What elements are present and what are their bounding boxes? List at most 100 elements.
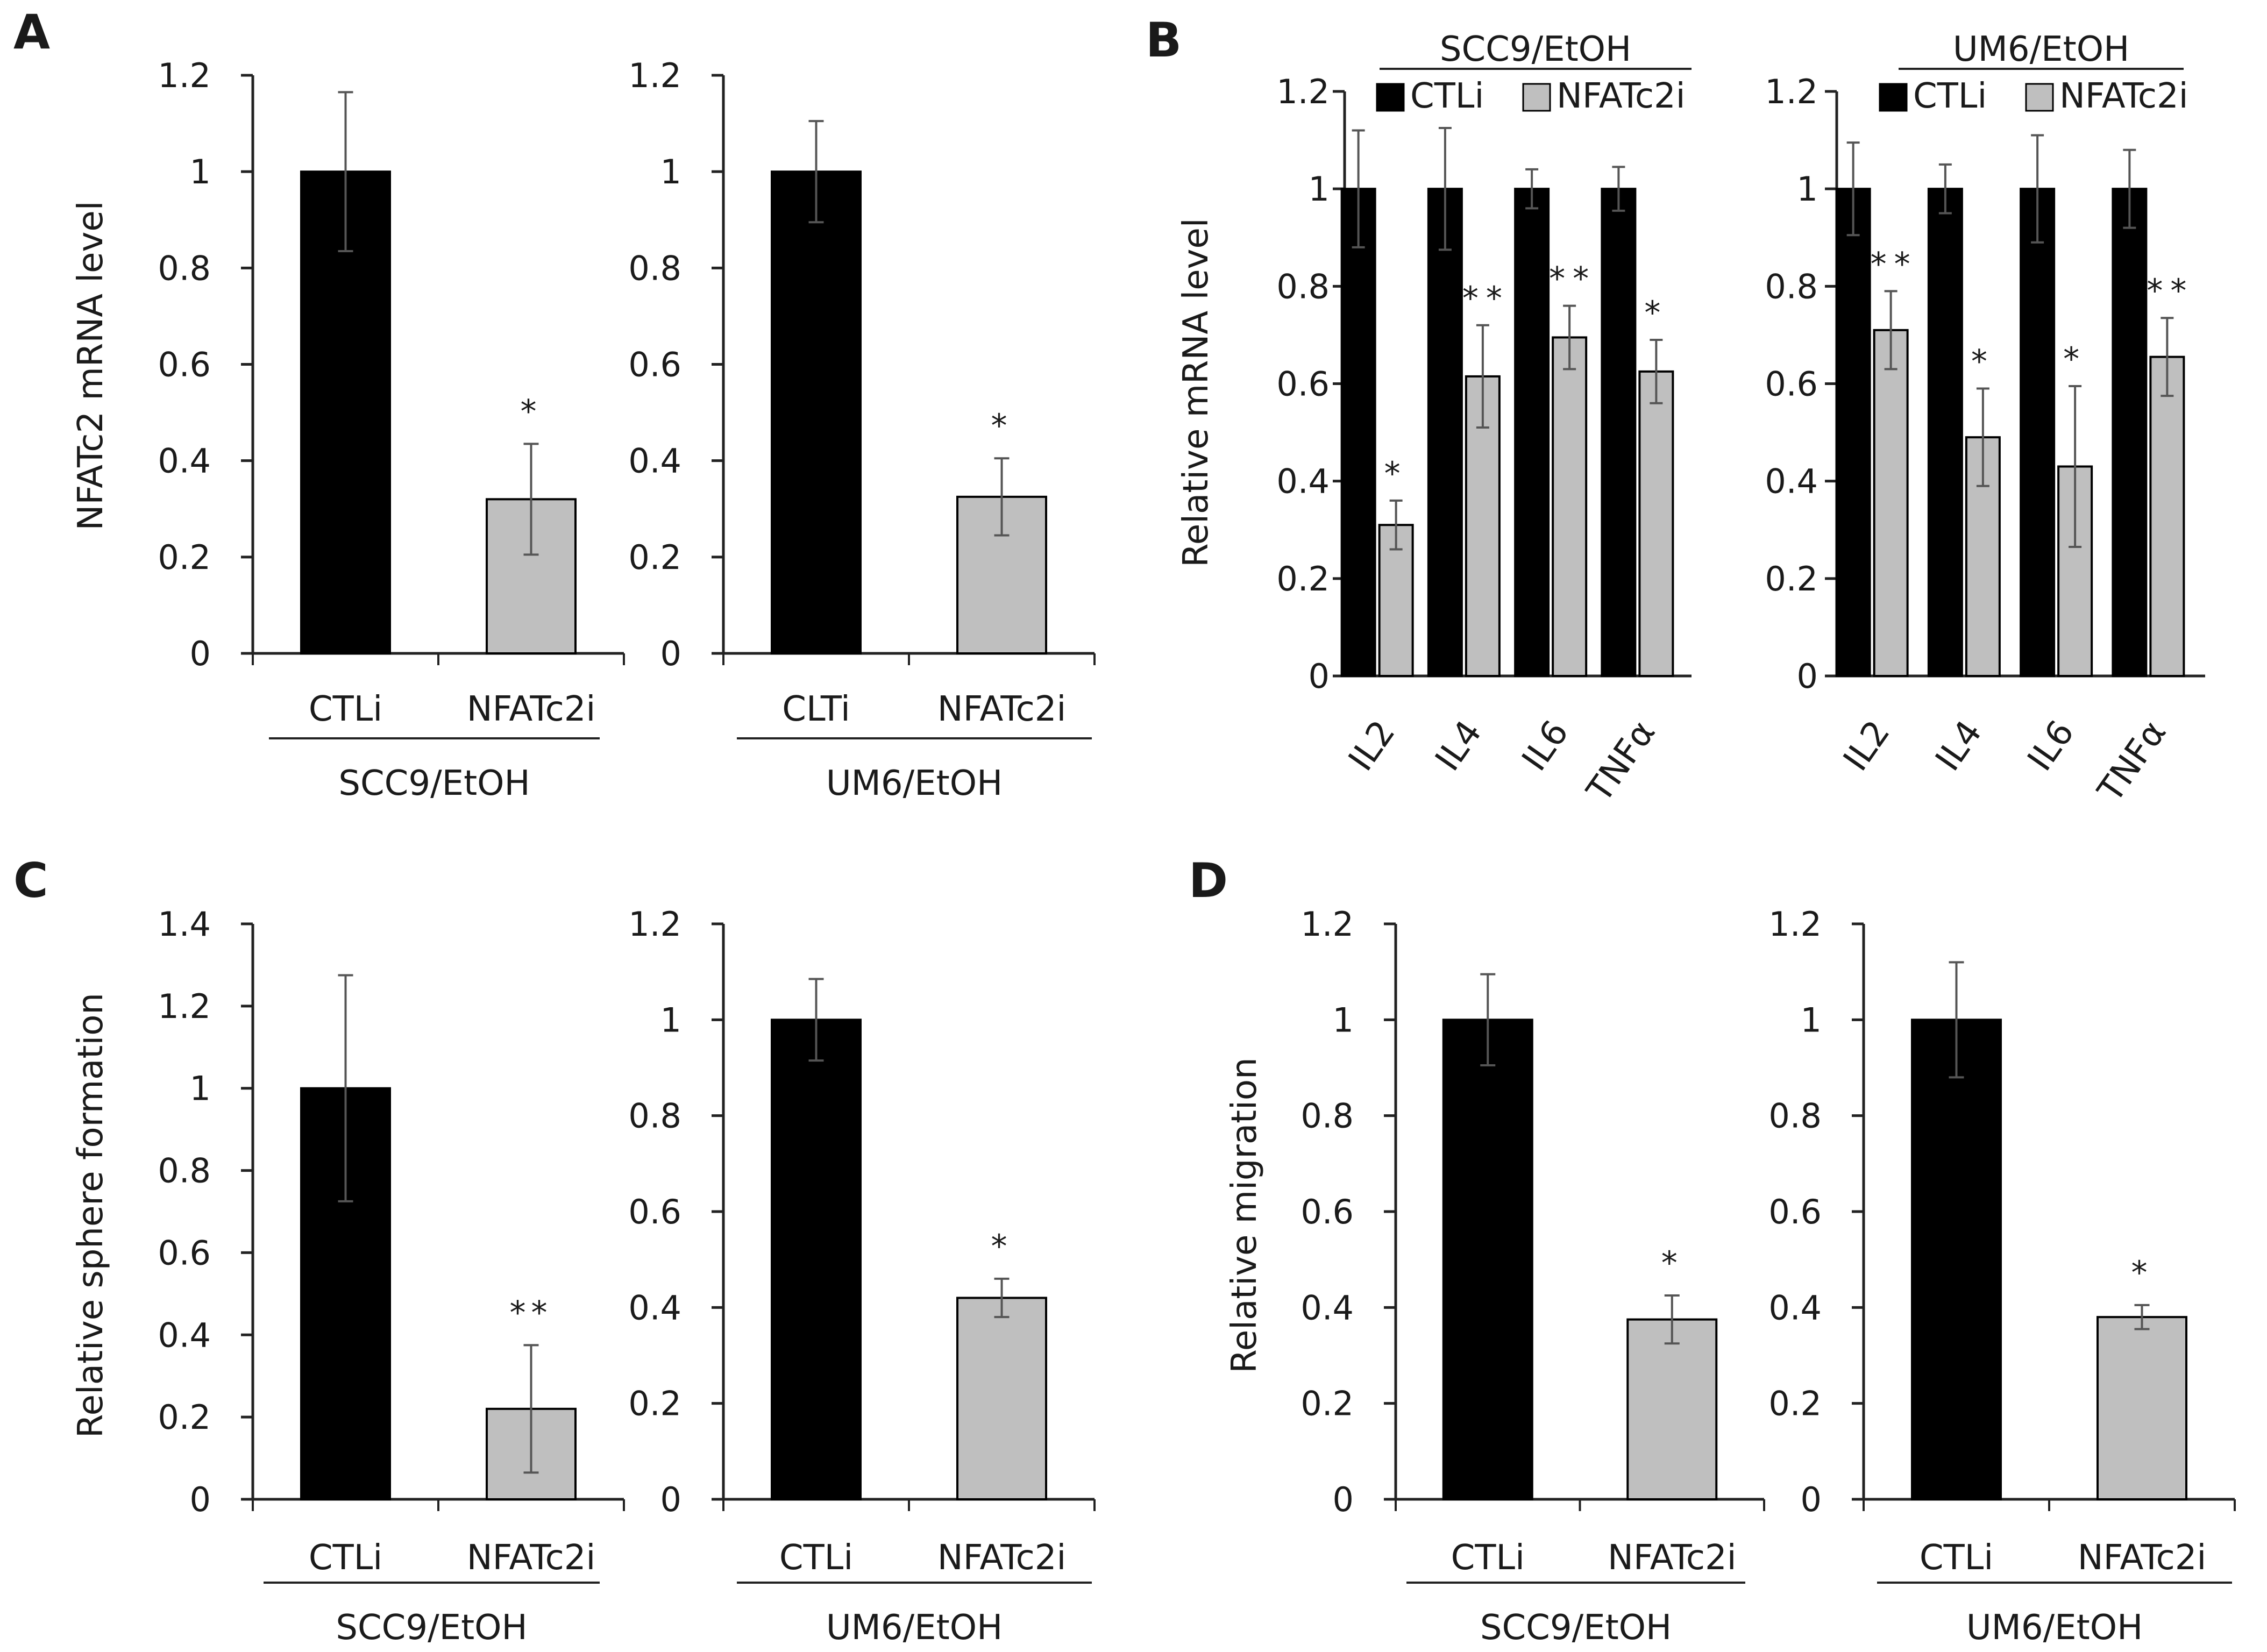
bar-ctli bbox=[771, 1019, 862, 1501]
y-tick-label: 0.6 bbox=[158, 1233, 211, 1272]
chart-panel-6: 0 0.2 0.4 0.6 0.8 1 1.2 CTLi * NFATc2i UM6/EtOH bbox=[628, 905, 1096, 1648]
y-tick-label: 1.2 bbox=[1300, 905, 1354, 944]
y-tick-label: 0.2 bbox=[158, 538, 211, 577]
y-axis-title: Relative mRNA level bbox=[1176, 218, 1216, 567]
significance-marker: * bbox=[991, 407, 1013, 445]
panel-label: A bbox=[13, 4, 50, 60]
category-label: NFATc2i bbox=[467, 1538, 596, 1578]
y-axis-title: Relative sphere formation bbox=[71, 993, 111, 1438]
significance-marker: ** bbox=[1871, 245, 1918, 283]
significance-marker: ** bbox=[1549, 260, 1596, 298]
panel-label: C bbox=[13, 853, 48, 908]
category-label: TNFα bbox=[1579, 714, 1663, 810]
legend-swatch-ctli bbox=[1879, 83, 1908, 112]
significance-marker: * bbox=[1971, 343, 1995, 381]
legend-label: NFATc2i bbox=[1557, 76, 1686, 116]
y-tick-label: 0.4 bbox=[628, 1288, 681, 1327]
category-label: NFATc2i bbox=[467, 689, 596, 729]
y-tick-label: 1.2 bbox=[1768, 905, 1822, 944]
category-label: IL6 bbox=[1515, 714, 1576, 778]
significance-marker: ** bbox=[2147, 272, 2194, 310]
y-tick-label: 0.6 bbox=[1276, 365, 1330, 404]
y-tick-label: 0.2 bbox=[628, 1384, 681, 1423]
y-tick-label: 0 bbox=[1309, 657, 1330, 696]
y-tick-label: 0.6 bbox=[158, 345, 211, 384]
y-tick-label: 0 bbox=[660, 634, 681, 673]
y-tick-label: 0.2 bbox=[1765, 559, 1818, 599]
category-label: CTLi bbox=[1920, 1538, 1993, 1578]
chart-panel-1: 0 0.2 0.4 0.6 0.8 1 1.2 A NFATc2 mRNA level CTLi *… bbox=[13, 4, 625, 803]
y-tick-label: 0.8 bbox=[628, 248, 681, 288]
group-label: SCC9/EtOH bbox=[336, 1608, 527, 1648]
y-tick-label: 0 bbox=[660, 1480, 681, 1519]
category-label: IL2 bbox=[1341, 714, 1403, 778]
category-label: NFATc2i bbox=[2078, 1538, 2207, 1578]
group-title: SCC9/EtOH bbox=[1440, 30, 1631, 69]
y-tick-label: 1 bbox=[1801, 1000, 1822, 1039]
bar-nfatc2i-tnfα bbox=[2149, 355, 2185, 677]
y-tick-label: 1.2 bbox=[628, 56, 681, 95]
y-tick-label: 0.4 bbox=[158, 1315, 211, 1355]
significance-marker: * bbox=[1644, 294, 1668, 332]
y-tick-label: 1 bbox=[660, 1000, 681, 1039]
y-axis-title: Relative migration bbox=[1225, 1057, 1264, 1373]
legend: CTLi NFATc2i bbox=[1376, 76, 1686, 116]
group-label: SCC9/EtOH bbox=[1480, 1608, 1672, 1648]
chart-panel-7: 0 0.2 0.4 0.6 0.8 1 1.2 D Relative migration CTLi… bbox=[1189, 853, 1765, 1648]
y-tick-label: 1.2 bbox=[158, 56, 211, 95]
group-label: UM6/EtOH bbox=[1966, 1608, 2143, 1648]
y-tick-label: 0.2 bbox=[1300, 1384, 1354, 1423]
legend-swatch-nfatc2i bbox=[1522, 83, 1551, 112]
bar-ctli-il4 bbox=[1927, 188, 1963, 677]
y-tick-label: 0.4 bbox=[1300, 1288, 1354, 1327]
significance-marker: * bbox=[521, 393, 542, 430]
bar-ctli bbox=[1911, 1019, 2002, 1501]
category-label: CTLi bbox=[779, 1538, 853, 1578]
y-tick-label: 1.2 bbox=[1276, 72, 1330, 111]
legend-swatch-nfatc2i bbox=[2025, 83, 2054, 112]
bar-nfatc2i-il2 bbox=[1873, 329, 1909, 677]
legend-label: CTLi bbox=[1410, 76, 1484, 116]
y-tick-label: 0.8 bbox=[1276, 267, 1330, 306]
category-label: IL2 bbox=[1836, 714, 1898, 778]
bar-nfatc2i bbox=[1626, 1318, 1718, 1500]
y-tick-label: 1 bbox=[1309, 169, 1330, 209]
y-tick-label: 1.2 bbox=[628, 905, 681, 944]
y-tick-label: 0 bbox=[1333, 1480, 1354, 1519]
category-label: CTLi bbox=[309, 689, 382, 729]
y-tick-label: 0.8 bbox=[1765, 267, 1818, 306]
bar-ctli bbox=[1442, 1019, 1533, 1501]
y-tick-label: 1 bbox=[1797, 169, 1818, 209]
panel-label: B bbox=[1146, 12, 1182, 68]
y-tick-label: 0 bbox=[190, 1480, 211, 1519]
y-tick-label: 1 bbox=[1333, 1000, 1354, 1039]
bar-ctli-il2 bbox=[1340, 188, 1376, 677]
significance-marker: * bbox=[1384, 455, 1408, 493]
y-tick-label: 0.6 bbox=[1300, 1192, 1354, 1231]
y-tick-label: 0.8 bbox=[158, 248, 211, 288]
y-axis-title: NFATc2 mRNA level bbox=[71, 201, 111, 530]
bar-ctli-tnfα bbox=[2112, 188, 2148, 677]
panel-label: D bbox=[1189, 853, 1228, 908]
y-tick-label: 0.4 bbox=[1276, 462, 1330, 501]
group-label: UM6/EtOH bbox=[826, 764, 1003, 803]
y-tick-label: 1 bbox=[190, 152, 211, 191]
category-label: NFATc2i bbox=[937, 689, 1067, 729]
category-label: CTLi bbox=[1451, 1538, 1525, 1578]
bar-nfatc2i-tnfα bbox=[1638, 370, 1674, 677]
y-tick-label: 0.8 bbox=[1768, 1096, 1822, 1136]
significance-marker: ** bbox=[1462, 280, 1510, 317]
y-tick-label: 0.8 bbox=[1300, 1096, 1354, 1136]
y-tick-label: 0.2 bbox=[628, 538, 681, 577]
bar-nfatc2i bbox=[956, 1297, 1047, 1500]
y-tick-label: 1.4 bbox=[158, 905, 211, 944]
y-tick-label: 0 bbox=[1801, 1480, 1822, 1519]
bar-ctli-il6 bbox=[2020, 188, 2056, 677]
category-label: CTLi bbox=[309, 1538, 382, 1578]
group-label: SCC9/EtOH bbox=[338, 764, 530, 803]
y-tick-label: 1 bbox=[190, 1069, 211, 1108]
y-tick-label: 0.8 bbox=[158, 1151, 211, 1191]
group-label: UM6/EtOH bbox=[826, 1608, 1003, 1648]
legend-label: CTLi bbox=[1913, 76, 1987, 116]
